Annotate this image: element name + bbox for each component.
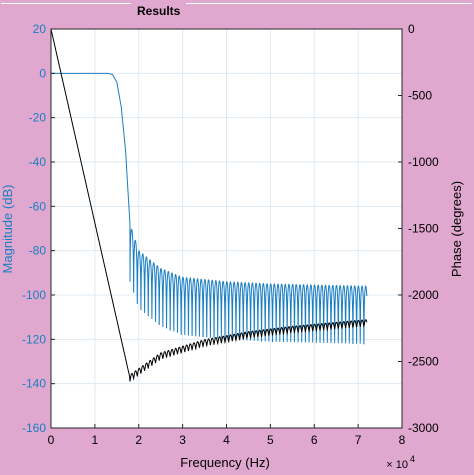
y-right-tick-label: 0: [408, 22, 415, 36]
y-left-tick-label: -20: [29, 111, 47, 125]
y-left-tick-label: -80: [29, 244, 47, 258]
y-left-tick-label: 0: [39, 66, 46, 80]
y-right-tick-label: -1500: [408, 222, 439, 236]
x-tick-label: 6: [311, 433, 318, 447]
y-left-tick-label: -160: [22, 421, 46, 435]
y-left-tick-label: -40: [29, 155, 47, 169]
y-right-tick-label: -500: [408, 89, 432, 103]
panel-title: Results: [131, 3, 187, 19]
ticks: 0 1 2 3 4 5 6 7 8 20 0 -20 -40 -60 -80 -100 -120 -140 -160…: [22, 22, 439, 447]
phase-line: [50, 28, 368, 382]
results-panel: [1, 3, 472, 473]
y-left-tick-label: -60: [29, 199, 47, 213]
magnitude-series: [51, 72, 368, 345]
magnitude-line: [51, 72, 368, 345]
x-axis-label: Frequency (Hz): [180, 455, 270, 470]
x-tick-label: 0: [48, 433, 55, 447]
x-tick-label: 7: [355, 433, 362, 447]
y-left-tick-label: 20: [33, 22, 47, 36]
phase-series: [50, 28, 368, 382]
y-right-tick-label: -3000: [408, 421, 439, 435]
y-left-tick-label: -100: [22, 288, 46, 302]
x-tick-label: 8: [399, 433, 406, 447]
y-right-tick-label: -2000: [408, 288, 439, 302]
x-tick-label: 3: [179, 433, 186, 447]
x-tick-label: 5: [267, 433, 274, 447]
x-exponent-label: × 10: [386, 459, 408, 471]
y-left-tick-label: -140: [22, 377, 46, 391]
y-left-axis-label: Magnitude (dB): [0, 185, 15, 274]
y-right-axis-label: Phase (degrees): [449, 181, 464, 277]
x-exponent-power: 4: [410, 454, 415, 464]
grid: [50, 28, 403, 429]
y-left-tick-label: -120: [22, 332, 46, 346]
x-tick-label: 1: [92, 433, 99, 447]
y-right-tick-label: -2500: [408, 355, 439, 369]
x-tick-label: 2: [135, 433, 142, 447]
x-tick-label: 4: [223, 433, 230, 447]
y-right-tick-label: -1000: [408, 155, 439, 169]
